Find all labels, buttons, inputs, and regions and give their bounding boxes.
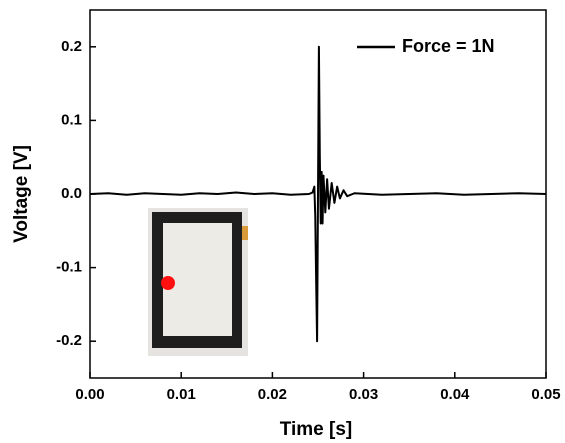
y-tick-label: -0.1 <box>56 259 82 276</box>
y-tick-label: -0.2 <box>56 332 82 349</box>
x-tick-label: 0.04 <box>440 386 470 403</box>
y-axis-label: Voltage [V] <box>11 145 32 243</box>
x-tick-label: 0.00 <box>75 386 104 403</box>
x-tick-label: 0.02 <box>258 386 287 403</box>
x-tick-label: 0.01 <box>167 386 196 403</box>
data-line <box>89 45 547 343</box>
y-tick-label: 0.0 <box>61 185 82 202</box>
y-tick-label: 0.1 <box>61 111 82 128</box>
photo-tab <box>242 226 248 240</box>
touch-point <box>161 276 175 290</box>
inset-photo <box>148 208 248 356</box>
plot-frame <box>89 9 547 379</box>
panel-surface <box>163 223 232 336</box>
x-axis-label: Time [s] <box>280 419 353 440</box>
x-tick-label: 0.03 <box>349 386 378 403</box>
x-tick-label: 0.05 <box>531 386 560 403</box>
legend-label: Force = 1N <box>402 36 495 56</box>
y-tick-label: 0.2 <box>61 38 82 55</box>
